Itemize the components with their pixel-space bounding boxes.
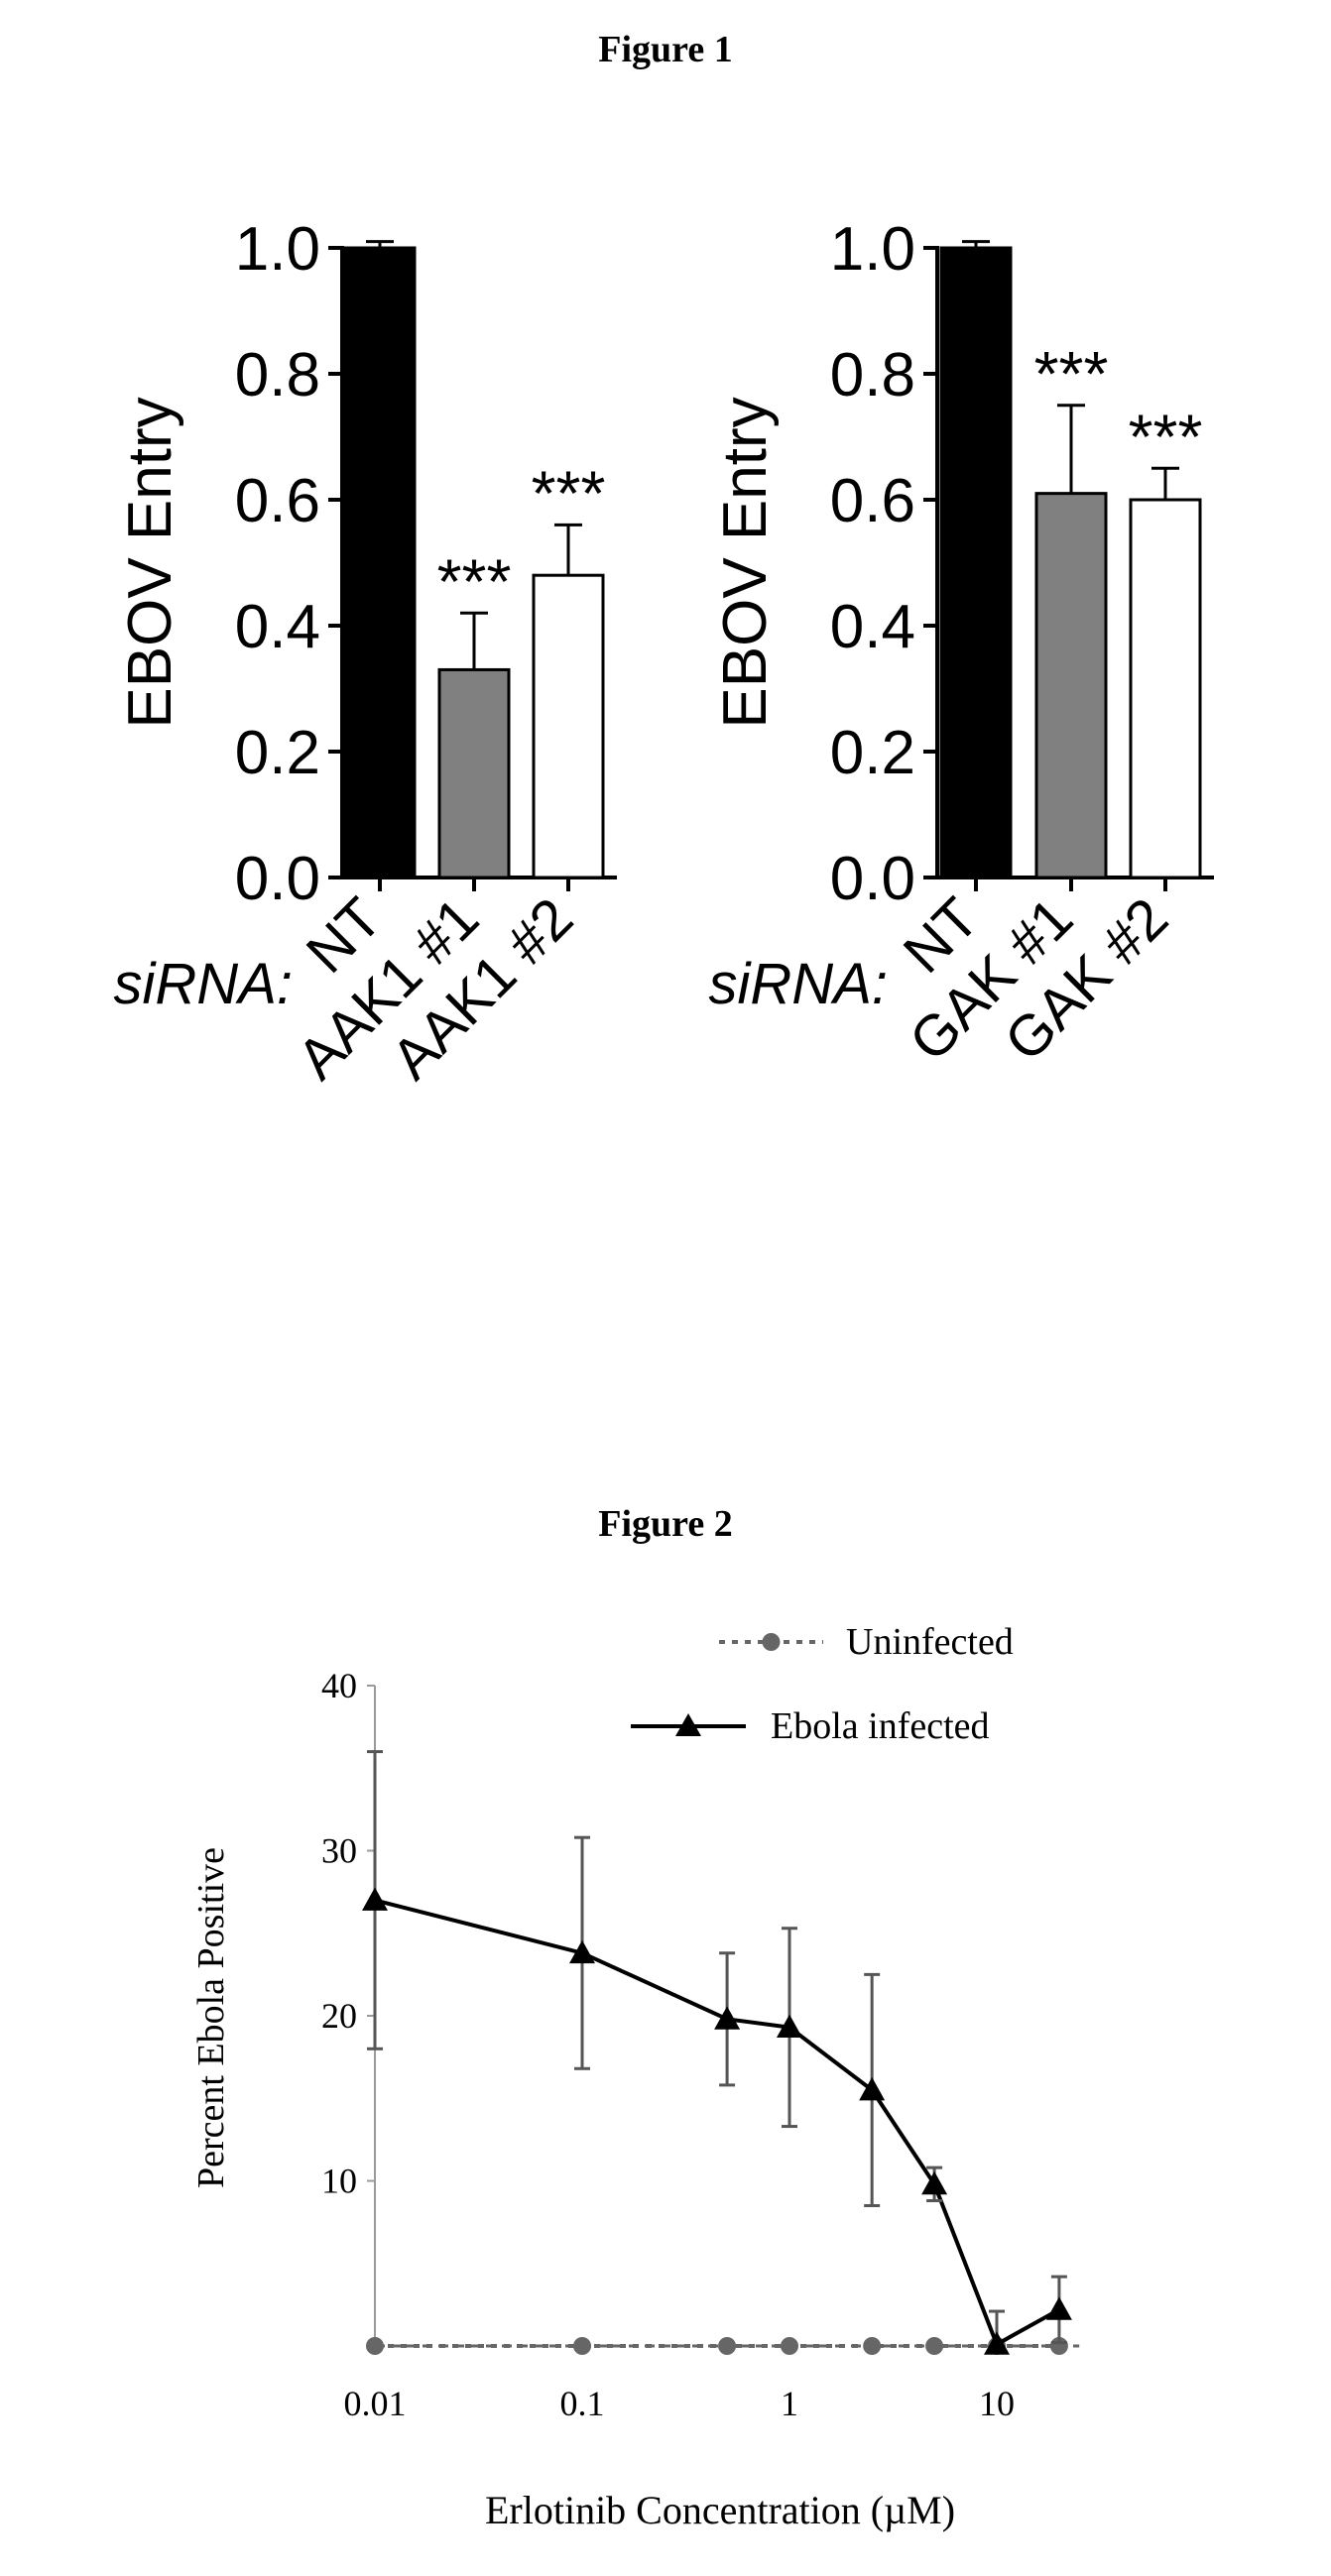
y-tick-label: 1.0	[830, 215, 915, 284]
data-point	[714, 2006, 740, 2029]
significance-label: ***	[1129, 401, 1203, 472]
y-tick-label: 40	[321, 1666, 357, 1705]
y-tick-label: 0.6	[235, 467, 320, 535]
significance-label: ***	[532, 457, 606, 528]
legend: Uninfected Ebola infected	[631, 1621, 1014, 1747]
data-point	[781, 2337, 798, 2355]
y-tick-label: 20	[321, 1996, 357, 2036]
y-tick-label: 0.2	[830, 719, 915, 787]
bar-nt	[345, 248, 415, 878]
y-axis-label: EBOV Entry	[711, 397, 780, 728]
data-point	[921, 2171, 947, 2194]
figure2-line-chart: 10 20 30 40 0.01 0.1 1 10 Percent Ebola Positive…	[190, 1621, 1079, 2532]
bar-gak-1	[1036, 494, 1106, 878]
data-point	[925, 2337, 943, 2355]
y-axis-label: EBOV Entry	[116, 397, 184, 728]
legend-marker-uninfected	[763, 1633, 781, 1651]
x-axis-prefix: siRNA:	[709, 952, 888, 1016]
data-point	[366, 2337, 384, 2355]
x-axis-prefix: siRNA:	[114, 952, 293, 1016]
bar-aak1-2	[534, 575, 603, 878]
bar-nt	[941, 248, 1011, 878]
significance-label: ***	[1034, 338, 1109, 410]
y-tick-label: 0.6	[830, 467, 915, 535]
y-tick-label: 0.0	[235, 845, 320, 913]
figure1-bar-charts: 0.00.20.40.60.81.0EBOV EntryNT***AAK1 #1…	[114, 215, 1214, 1092]
y-tick-label: 0.2	[235, 719, 320, 787]
x-tick-label: 0.1	[560, 2384, 605, 2423]
data-point	[984, 2331, 1010, 2354]
data-point	[863, 2337, 881, 2355]
data-point	[859, 2077, 885, 2100]
data-point	[718, 2337, 736, 2355]
data-point	[1046, 2296, 1072, 2319]
series-line	[375, 1900, 1059, 2344]
x-tick-label: 1	[781, 2384, 798, 2423]
y-tick-label: 0.4	[830, 593, 915, 661]
significance-label: ***	[437, 545, 512, 617]
y-tick-label: 10	[321, 2162, 357, 2201]
bar-gak-2	[1131, 500, 1200, 878]
y-tick-label: 0.0	[830, 845, 915, 913]
data-point	[573, 2337, 591, 2355]
bar-panel-2: 0.00.20.40.60.81.0EBOV EntryNT***GAK #1*…	[709, 215, 1214, 1074]
data-point	[362, 1887, 388, 1910]
y-axis-label: Percent Ebola Positive	[190, 1847, 232, 2188]
y-tick-label: 30	[321, 1831, 357, 1871]
x-axis-label: Erlotinib Concentration (µM)	[485, 2488, 955, 2532]
series-ebola-infected	[362, 1752, 1072, 2355]
bar-aak1-1	[439, 669, 509, 878]
y-tick-label: 0.8	[830, 341, 915, 410]
x-tick-label: 10	[979, 2384, 1015, 2423]
legend-label-uninfected: Uninfected	[846, 1621, 1014, 1663]
bar-panel-1: 0.00.20.40.60.81.0EBOV EntryNT***AAK1 #1…	[114, 215, 617, 1092]
y-tick-label: 1.0	[235, 215, 320, 284]
y-tick-label: 0.8	[235, 341, 320, 410]
x-tick-label: 0.01	[344, 2384, 407, 2423]
legend-label-ebola: Ebola infected	[771, 1705, 990, 1747]
y-tick-label: 0.4	[235, 593, 320, 661]
